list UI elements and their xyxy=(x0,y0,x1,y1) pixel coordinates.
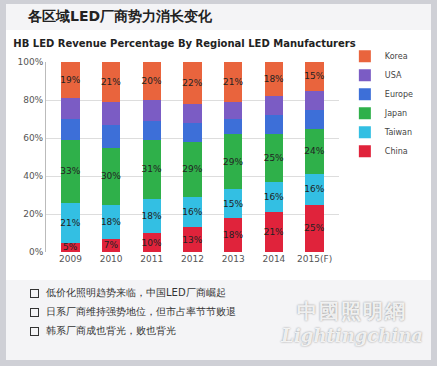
html-text:日系厂商维持强势地位，但市占率节节败退: 日系厂商维持强势地位，但市占率节节败退 xyxy=(46,306,236,317)
html-text:低价化照明趋势来临，中国LED厂商崛起: 低价化照明趋势来临，中国LED厂商崛起 xyxy=(46,287,226,298)
svg-text:21%: 21% xyxy=(60,218,80,228)
svg-text:21%: 21% xyxy=(223,77,243,87)
html-text:Lightingchina: Lightingchina xyxy=(281,325,423,346)
svg-text:2013: 2013 xyxy=(222,254,245,264)
svg-text:Europe: Europe xyxy=(385,90,413,99)
html-text:中國照明網: 中國照明網 xyxy=(297,299,408,323)
svg-text:21%: 21% xyxy=(101,77,121,87)
svg-text:China: China xyxy=(385,147,408,156)
svg-text:10%: 10% xyxy=(142,238,162,248)
svg-text:33%: 33% xyxy=(60,166,80,176)
svg-text:16%: 16% xyxy=(264,192,284,202)
svg-text:Taiwan: Taiwan xyxy=(384,128,412,137)
svg-text:2015(F): 2015(F) xyxy=(297,254,332,264)
svg-text:HB LED Revenue Percentage By R: HB LED Revenue Percentage By Regional LE… xyxy=(13,38,355,49)
svg-text:25%: 25% xyxy=(304,223,324,233)
svg-text:18%: 18% xyxy=(264,74,284,84)
svg-text:2012: 2012 xyxy=(181,254,204,264)
svg-text:16%: 16% xyxy=(304,184,324,194)
svg-text:29%: 29% xyxy=(223,157,243,167)
svg-text:80%: 80% xyxy=(23,95,43,105)
svg-text:15%: 15% xyxy=(304,71,324,81)
svg-text:25%: 25% xyxy=(264,153,284,163)
svg-text:29%: 29% xyxy=(182,164,202,174)
svg-text:18%: 18% xyxy=(142,211,162,221)
svg-text:18%: 18% xyxy=(223,230,243,240)
svg-text:7%: 7% xyxy=(104,240,119,250)
svg-text:18%: 18% xyxy=(101,217,121,227)
svg-text:22%: 22% xyxy=(182,78,202,88)
svg-text:21%: 21% xyxy=(264,227,284,237)
svg-text:31%: 31% xyxy=(142,164,162,174)
html-text:韩系厂商成也背光，败也背光: 韩系厂商成也背光，败也背光 xyxy=(46,325,176,336)
svg-text:15%: 15% xyxy=(223,199,243,209)
svg-text:2014: 2014 xyxy=(262,254,285,264)
svg-text:100%: 100% xyxy=(17,57,43,67)
svg-text:60%: 60% xyxy=(23,133,43,143)
svg-text:USA: USA xyxy=(385,71,402,80)
svg-text:Korea: Korea xyxy=(385,52,408,61)
svg-text:2011: 2011 xyxy=(140,254,163,264)
svg-text:13%: 13% xyxy=(182,235,202,245)
svg-text:20%: 20% xyxy=(23,209,43,219)
svg-text:40%: 40% xyxy=(23,171,43,181)
svg-text:2009: 2009 xyxy=(59,254,82,264)
svg-text:30%: 30% xyxy=(101,171,121,181)
html-text:各区域LED厂商势力消长变化: 各区域LED厂商势力消长变化 xyxy=(28,8,213,24)
svg-text:Japan: Japan xyxy=(384,109,407,118)
svg-text:19%: 19% xyxy=(60,75,80,85)
svg-text:2010: 2010 xyxy=(100,254,123,264)
svg-text:5%: 5% xyxy=(63,242,78,252)
svg-text:0%: 0% xyxy=(29,247,44,257)
svg-text:20%: 20% xyxy=(142,76,162,86)
svg-text:24%: 24% xyxy=(304,146,324,156)
svg-text:16%: 16% xyxy=(182,207,202,217)
